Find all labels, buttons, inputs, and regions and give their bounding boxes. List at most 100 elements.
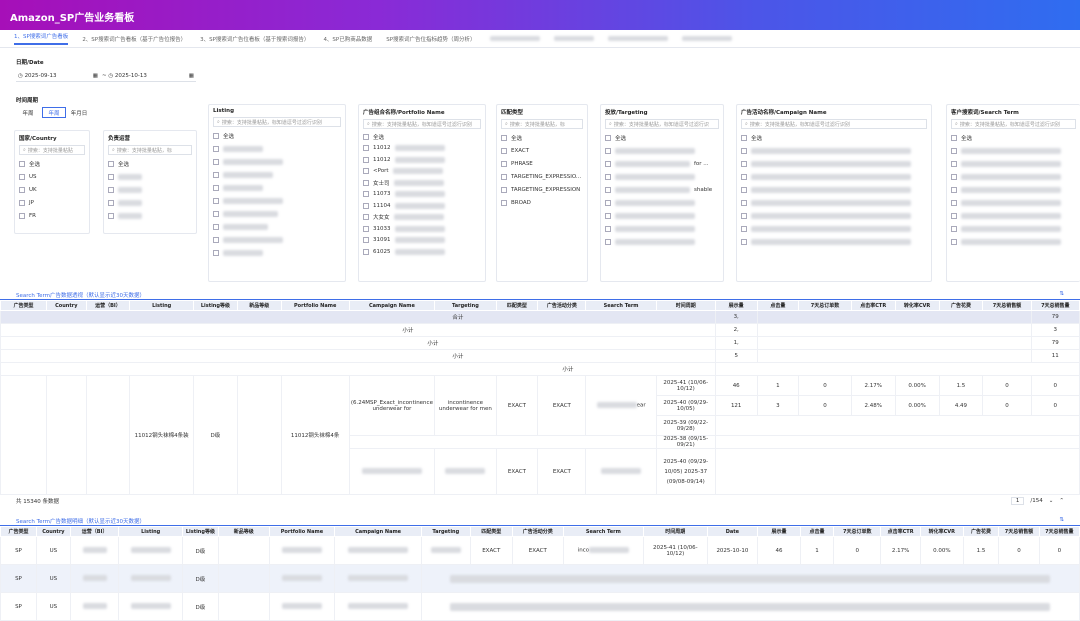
portfolio-option[interactable]: 11012 — [363, 154, 481, 166]
checkbox[interactable] — [605, 173, 611, 180]
checkbox[interactable] — [951, 238, 957, 245]
owner-option[interactable] — [108, 196, 192, 209]
portfolio-option[interactable]: 全选 — [363, 131, 481, 143]
page-input[interactable]: 1 — [1010, 496, 1025, 505]
country-option[interactable]: JP — [19, 196, 85, 209]
col-header[interactable]: 新品等级 — [236, 300, 282, 311]
checkbox[interactable] — [501, 199, 507, 206]
listing-option[interactable] — [213, 194, 341, 207]
col-header[interactable]: 7天总销售量 — [1030, 300, 1080, 311]
targeting-search-input[interactable]: ⌕ 搜索：支持批量粘贴，标知道逗号过滤行识 — [605, 119, 719, 129]
owner-option[interactable] — [108, 209, 192, 222]
country-option[interactable]: FR — [19, 209, 85, 222]
col-header[interactable]: Search Term — [585, 300, 657, 311]
checkbox[interactable] — [363, 225, 369, 232]
country-option[interactable]: US — [19, 170, 85, 183]
checkbox[interactable] — [108, 212, 114, 219]
col-header[interactable]: 7天总订单数 — [833, 526, 881, 537]
targeting-option[interactable] — [605, 222, 719, 235]
country-option[interactable]: 全选 — [19, 157, 85, 170]
search-term-option[interactable]: 全选 — [951, 131, 1076, 144]
col-header[interactable]: 匹配类型 — [469, 526, 513, 537]
targeting-option[interactable] — [605, 144, 719, 157]
tab-search-term-board[interactable]: 1、SP搜索词广告看板 — [14, 32, 69, 45]
period-option-2[interactable]: 年周 — [42, 107, 66, 118]
col-header[interactable]: Search Term — [562, 526, 645, 537]
table-row[interactable]: SP US D级 EXACT EXACT inco 2025-41 (10/06-10/1… — [0, 536, 1080, 565]
col-header[interactable]: 点击率CTR — [879, 526, 922, 537]
table-row[interactable]: EXACT EXACT 2025-40 (09/29-10/05) 2025-3… — [1, 448, 1080, 495]
col-header[interactable]: Listing — [118, 526, 183, 537]
tab-weekly-trend[interactable]: SP搜索词广告位指标趋势（周分析） — [386, 36, 476, 43]
checkbox[interactable] — [363, 179, 369, 186]
campaign-option[interactable] — [741, 209, 927, 222]
checkbox[interactable] — [741, 225, 747, 232]
tab-redacted[interactable] — [681, 36, 732, 41]
targeting-option[interactable]: for ... — [605, 157, 719, 170]
match-type-search-input[interactable]: ⌕ 搜索：支持批量粘贴，标 — [501, 119, 583, 129]
checkbox[interactable] — [363, 191, 369, 198]
owner-option[interactable]: 全选 — [108, 157, 192, 170]
owner-search-input[interactable]: ⌕ 搜索：支持批量粘贴，标 — [108, 145, 192, 155]
portfolio-option[interactable]: 11012 — [363, 143, 481, 155]
owner-option[interactable] — [108, 170, 192, 183]
tab-purchased-products[interactable]: 4、SP已购商品数据 — [323, 36, 373, 43]
export-icon[interactable]: ⇅ — [1059, 291, 1064, 297]
checkbox[interactable] — [951, 212, 957, 219]
col-header[interactable]: Listing等级 — [192, 300, 238, 311]
col-header[interactable]: 展示量 — [757, 526, 801, 537]
country-option[interactable]: UK — [19, 183, 85, 196]
checkbox[interactable] — [501, 160, 507, 167]
col-header[interactable]: 运营（BI） — [85, 300, 131, 311]
campaign-option[interactable] — [741, 222, 927, 235]
checkbox[interactable] — [363, 168, 369, 175]
col-header[interactable]: Portfolio Name — [280, 300, 350, 311]
col-header[interactable]: Listing — [129, 300, 194, 311]
targeting-option[interactable] — [605, 170, 719, 183]
checkbox[interactable] — [19, 160, 25, 167]
targeting-option[interactable] — [605, 235, 719, 248]
col-header[interactable]: 7天总订单数 — [798, 300, 852, 311]
portfolio-option[interactable]: 11073 — [363, 189, 481, 201]
search-term-option[interactable] — [951, 196, 1076, 209]
table-row[interactable]: SP US D级 — [0, 564, 1080, 593]
checkbox[interactable] — [605, 147, 611, 154]
search-term-option[interactable] — [951, 170, 1076, 183]
checkbox[interactable] — [19, 173, 25, 180]
col-header[interactable]: 广告活动分类 — [537, 300, 587, 311]
checkbox[interactable] — [951, 134, 957, 141]
search-term-option[interactable] — [951, 235, 1076, 248]
checkbox[interactable] — [363, 145, 369, 152]
col-header[interactable]: Targeting — [420, 526, 471, 537]
checkbox[interactable] — [741, 160, 747, 167]
checkbox[interactable] — [741, 186, 747, 193]
portfolio-option[interactable]: 女士司 — [363, 177, 481, 189]
col-header[interactable]: 广告花费 — [962, 526, 1000, 537]
col-header[interactable]: Campaign Name — [334, 526, 422, 537]
col-header[interactable]: 运营（BI） — [69, 526, 120, 537]
tab-placement-report[interactable]: 2、SP搜索词广告看板（基于广告位报告） — [82, 36, 187, 43]
col-header[interactable]: 点击量 — [756, 300, 800, 311]
match-option[interactable]: PHRASE — [501, 157, 583, 170]
campaign-option[interactable] — [741, 183, 927, 196]
listing-option[interactable] — [213, 220, 341, 233]
checkbox[interactable] — [19, 186, 25, 193]
checkbox[interactable] — [19, 199, 25, 206]
listing-option[interactable] — [213, 168, 341, 181]
col-header[interactable]: 转化率CVR — [920, 526, 964, 537]
checkbox[interactable] — [605, 238, 611, 245]
campaign-option[interactable] — [741, 157, 927, 170]
checkbox[interactable] — [605, 225, 611, 232]
table-row[interactable]: 11012钢头袜棉4条装 D级 11012钢头袜棉4条 (6.24MSP_Exa… — [0, 375, 1080, 495]
campaign-search-input[interactable]: ⌕ 搜索：支持批量粘贴，标知道逗号过滤行识别 — [741, 119, 927, 129]
checkbox[interactable] — [951, 147, 957, 154]
checkbox[interactable] — [213, 184, 219, 191]
campaign-option[interactable] — [741, 144, 927, 157]
listing-option[interactable] — [213, 181, 341, 194]
checkbox[interactable] — [108, 199, 114, 206]
date-start-input[interactable]: ◷ 2025-09-13 ▦ — [16, 70, 100, 82]
search-term-option[interactable] — [951, 183, 1076, 196]
checkbox[interactable] — [213, 197, 219, 204]
col-header[interactable]: Portfolio Name — [268, 526, 336, 537]
export-icon[interactable]: ⇅ — [1059, 517, 1064, 523]
